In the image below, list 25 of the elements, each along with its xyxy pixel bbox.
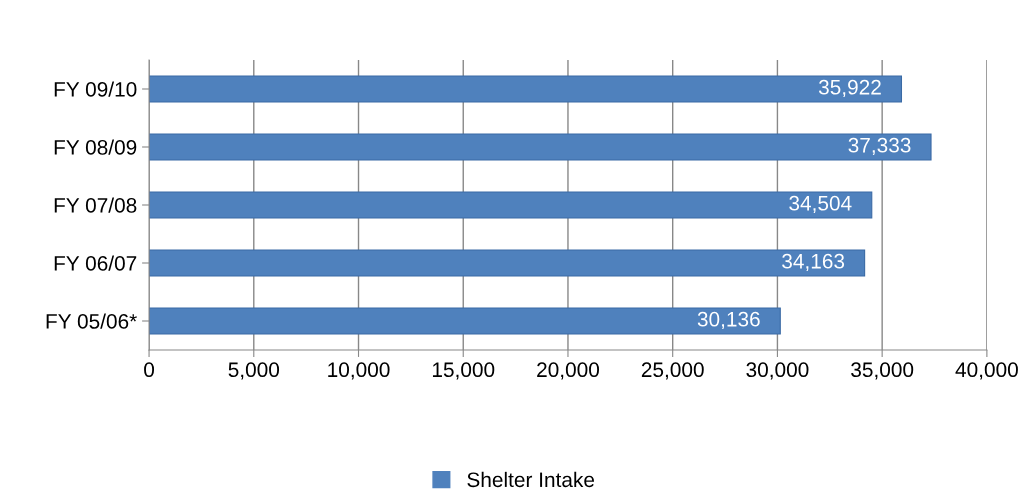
bar — [149, 307, 781, 335]
x-tick-label: 5,000 — [228, 362, 280, 380]
y-tick-label: FY 07/08 — [54, 197, 137, 213]
x-tick-label: 40,000 — [955, 362, 1018, 380]
x-tick-label: 10,000 — [328, 362, 390, 380]
bar — [149, 75, 903, 103]
y-tick-label: FY 06/07 — [54, 255, 137, 271]
legend-label: Shelter Intake — [467, 471, 595, 488]
data-label: 34,504 — [789, 195, 852, 214]
bar — [149, 133, 932, 161]
bar — [149, 249, 866, 277]
data-label: 35,922 — [818, 79, 881, 98]
x-tick-label: 35,000 — [851, 362, 914, 380]
data-label: 34,163 — [782, 253, 845, 272]
y-tick-label: FY 05/06* — [46, 313, 137, 329]
bar — [149, 191, 873, 219]
y-tick-label: FY 09/10 — [54, 81, 137, 97]
x-tick-label: 30,000 — [746, 362, 809, 380]
data-label: 37,333 — [848, 137, 911, 156]
data-label: 30,136 — [697, 311, 760, 330]
x-tick-label: 15,000 — [432, 362, 495, 380]
x-tick-label: 20,000 — [537, 362, 600, 380]
x-tick-label: 0 — [144, 362, 155, 378]
x-tick-label: 25,000 — [641, 362, 704, 380]
y-tick-label: FY 08/09 — [54, 139, 137, 155]
